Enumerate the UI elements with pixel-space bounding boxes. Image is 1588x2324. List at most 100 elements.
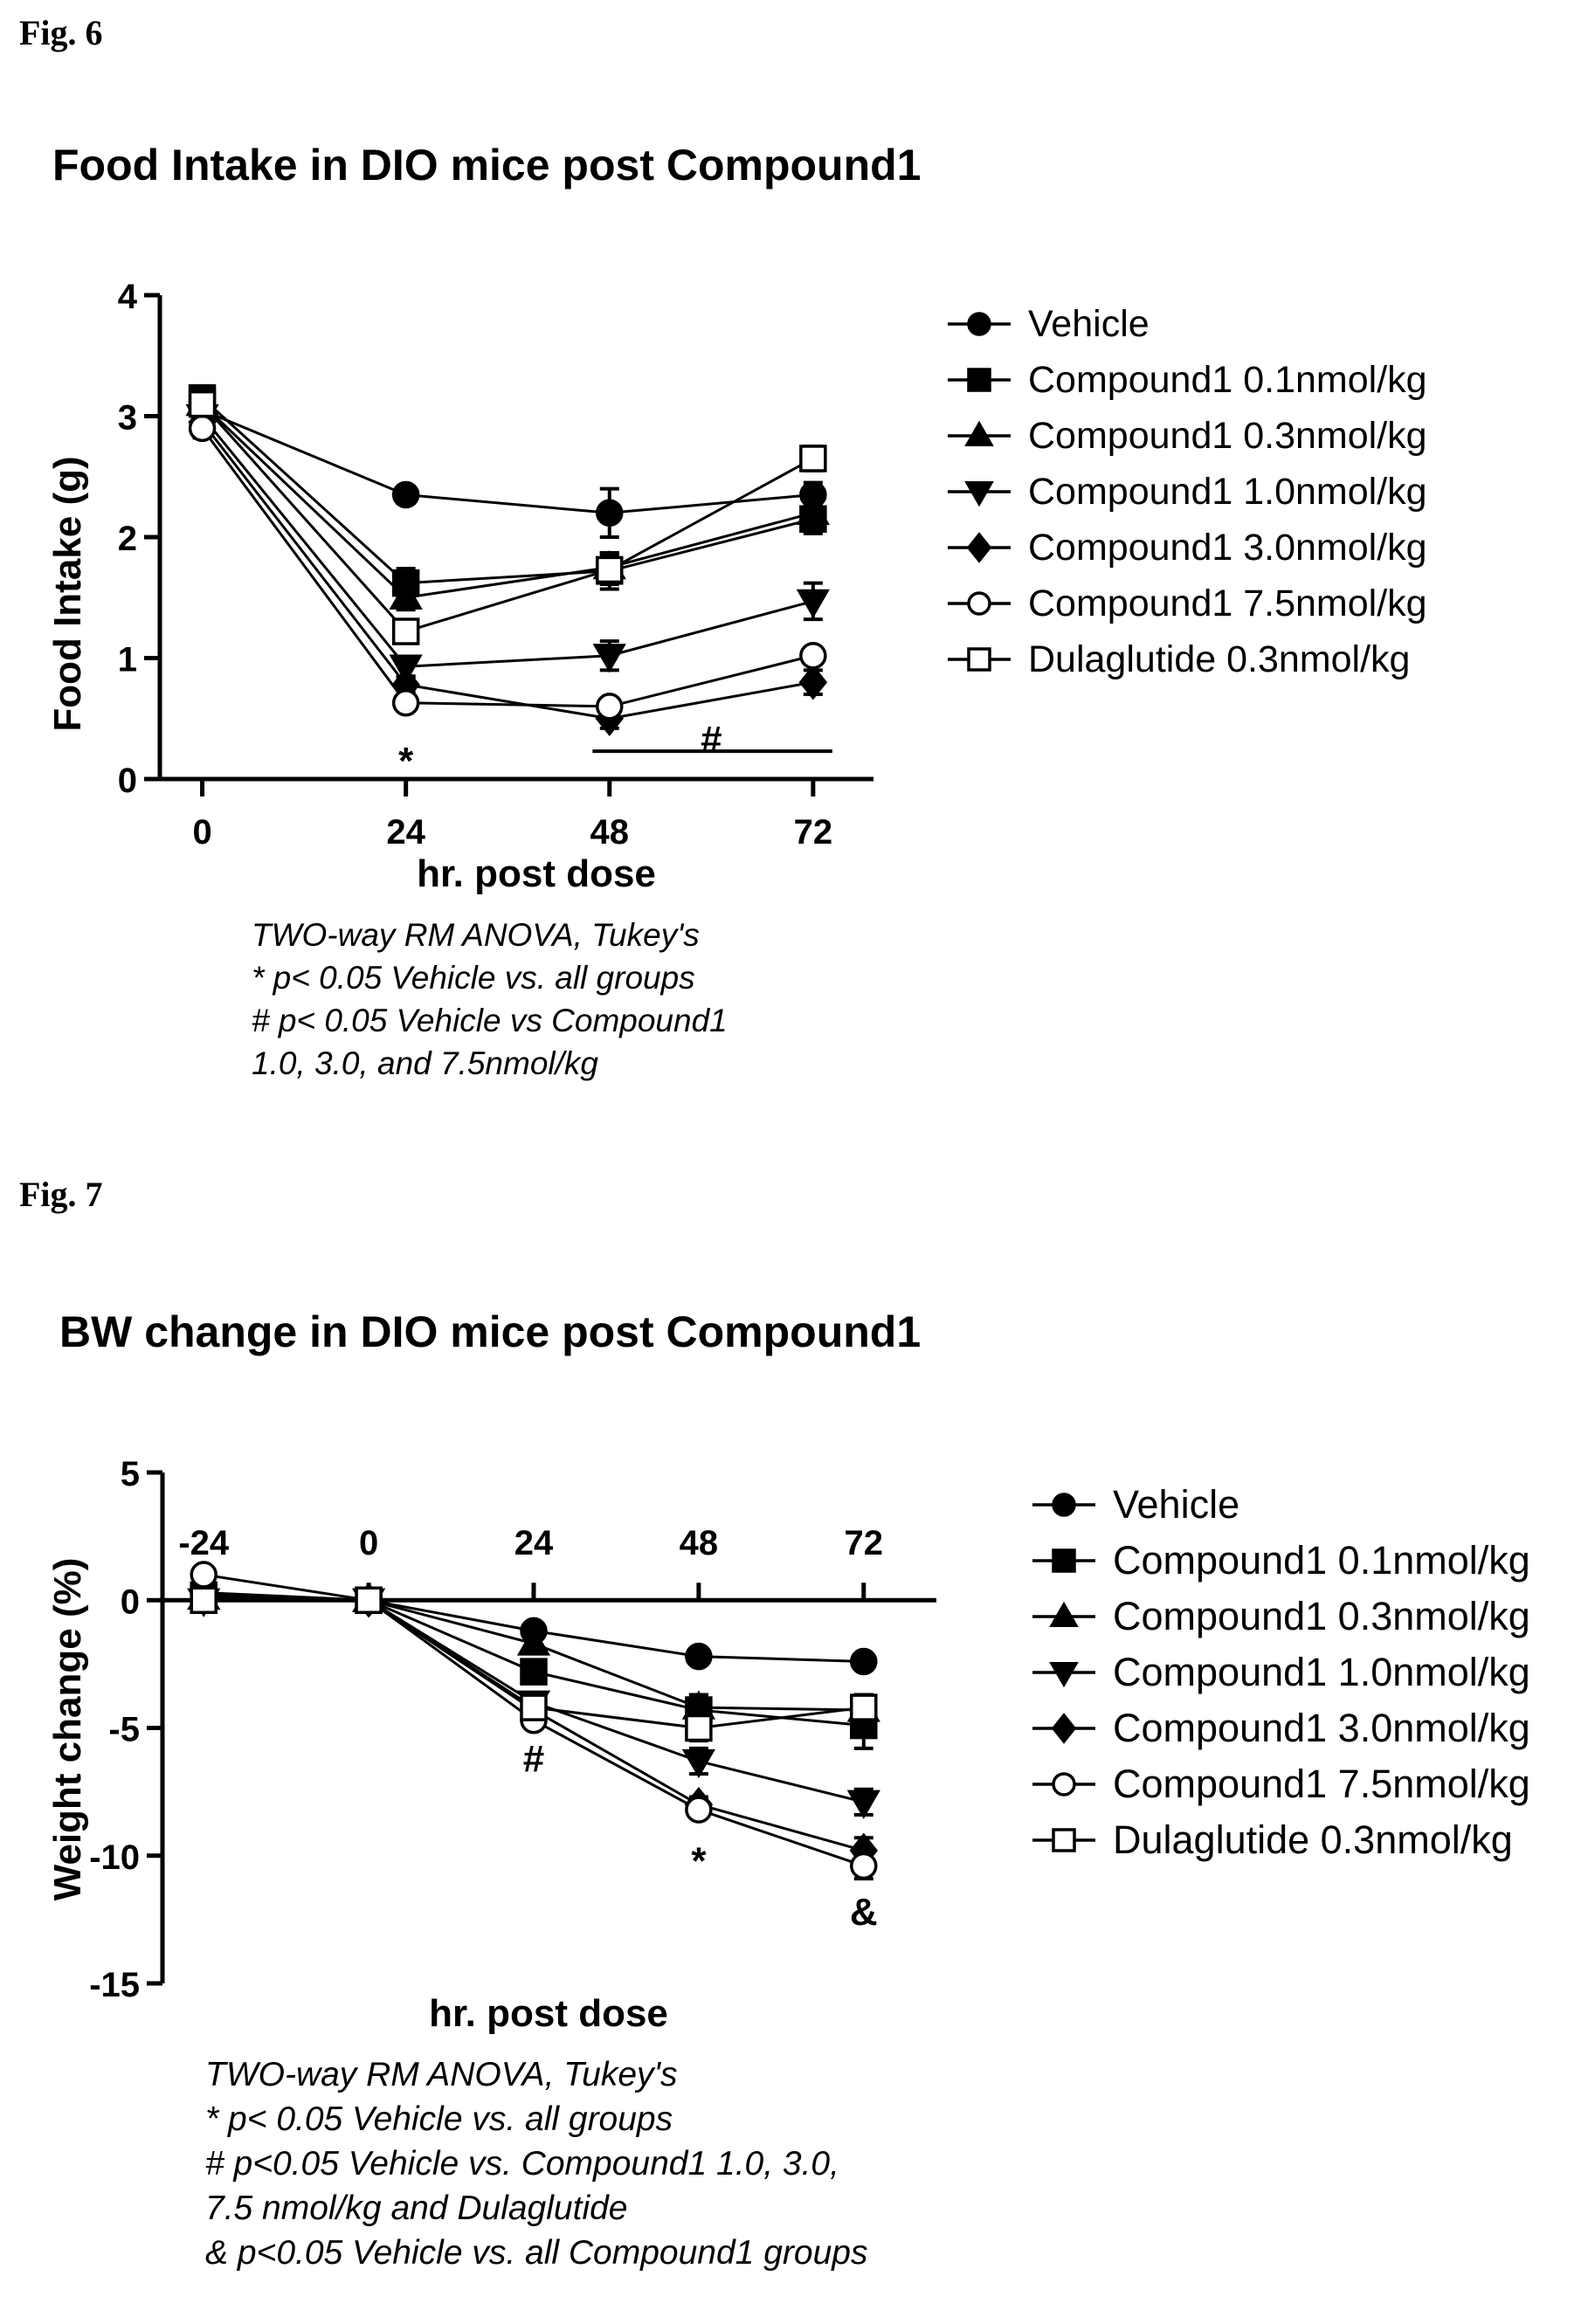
legend-item: Compound1 1.0nmol/kg (946, 464, 1427, 520)
note-line: * p< 0.05 Vehicle vs. all groups (205, 2100, 673, 2138)
legend-item: Vehicle (1031, 1477, 1530, 1533)
note-line: 1.0, 3.0, and 7.5nmol/kg (252, 1045, 598, 1081)
data-point (188, 414, 217, 443)
x-tick-label: -24 (178, 1524, 230, 1562)
legend-marker-icon (948, 312, 1011, 336)
x-tick-label: 72 (794, 813, 833, 852)
legend-label: Vehicle (1028, 302, 1150, 345)
y-tick-label: 4 (118, 278, 138, 316)
legend-item: Compound1 1.0nmol/kg (1031, 1645, 1530, 1700)
y-tick-label: 5 (121, 1455, 140, 1493)
series-compound1-3-0nmol-kg (188, 404, 828, 737)
series-line (201, 403, 814, 599)
legend-marker-icon (1032, 1601, 1095, 1627)
data-point (516, 1626, 551, 1656)
x-axis: 0 24 48 72 (160, 776, 873, 852)
legend-marker-icon (1032, 1493, 1095, 1517)
legend-item: Compound1 7.5nmol/kg (1031, 1756, 1530, 1812)
legend-label: Compound1 3.0nmol/kg (1028, 526, 1427, 569)
legend-marker-icon (948, 481, 1011, 507)
significance-annotation: & (850, 1891, 878, 1934)
y-tick-label: 0 (118, 762, 137, 800)
series-line (201, 397, 814, 585)
chart-title: BW change in DIO mice post Compound1 (59, 1307, 922, 1356)
legend-item: Vehicle (946, 296, 1427, 352)
legend-label: Compound1 1.0nmol/kg (1028, 470, 1427, 513)
legend-label: Compound1 3.0nmol/kg (1113, 1706, 1530, 1750)
y-axis-title: Food Intake (g) (46, 456, 89, 731)
legend-marker-icon (1032, 1828, 1095, 1852)
legend-label: Compound1 0.1nmol/kg (1113, 1538, 1530, 1583)
note-line: TWO-way RM ANOVA, Tukey's (252, 917, 700, 953)
data-point (685, 1796, 713, 1824)
figure-label: Fig. 6 (19, 13, 103, 52)
legend-label: Compound1 0.1nmol/kg (1028, 358, 1427, 401)
note-line: # p< 0.05 Vehicle vs Compound1 (252, 1003, 728, 1038)
data-point (596, 693, 624, 721)
series-compound1-0-1nmol-kg (188, 383, 827, 600)
data-point (355, 1586, 383, 1614)
data-point (391, 688, 420, 717)
legend-item: Dulaglutide 0.3nmol/kg (946, 631, 1427, 687)
legend-item: Compound1 3.0nmol/kg (1031, 1700, 1530, 1756)
bw-change-chart: -15 -10 -5 0 5 -24 0 24 48 72 hr. post dose Weight … (46, 1455, 936, 2035)
legend-marker-icon (1032, 1772, 1095, 1796)
x-tick-label: 48 (590, 813, 630, 852)
series-dulaglutide-0-3nmol-kg (188, 390, 827, 645)
x-tick-label: 0 (359, 1524, 378, 1562)
y-tick-label: 0 (121, 1583, 140, 1621)
data-point (596, 555, 624, 584)
food-intake-chart: 0 1 2 3 4 0 24 48 72 hr. post dose Food Intake (g)… (46, 278, 873, 895)
y-tick-label: -10 (89, 1838, 140, 1877)
annotation-mark: * (398, 740, 414, 783)
legend-label: Dulaglutide 0.3nmol/kg (1028, 638, 1411, 680)
chart-legend: Vehicle Compound1 0.1nmol/kg Compound1 0.3… (1031, 1477, 1530, 1868)
note-line: TWO-way RM ANOVA, Tukey's (205, 2056, 678, 2093)
legend-label: Vehicle (1113, 1482, 1240, 1527)
significance-annotation: # (592, 718, 832, 761)
data-point (796, 495, 830, 525)
x-tick-label: 24 (386, 813, 425, 852)
y-axis-title: Weight change (%) (46, 1558, 89, 1901)
data-point (685, 1642, 713, 1671)
data-point (850, 1852, 878, 1880)
x-axis-title: hr. post dose (417, 852, 656, 895)
significance-annotation: # (523, 1738, 544, 1781)
y-tick-label: 2 (118, 520, 137, 558)
data-point (681, 1748, 716, 1779)
data-point (391, 480, 420, 509)
series-line (201, 427, 814, 708)
data-point (520, 1658, 548, 1686)
chart-title: Food Intake in DIO mice post Compound1 (52, 141, 922, 190)
legend-item: Compound1 0.1nmol/kg (946, 352, 1427, 408)
legend-marker-icon (948, 532, 1011, 563)
y-tick-label: -15 (89, 1966, 140, 2004)
legend-item: Compound1 0.3nmol/kg (946, 408, 1427, 464)
data-point (850, 1647, 878, 1676)
data-point (796, 589, 830, 619)
data-point (799, 445, 827, 472)
legend-marker-icon (1032, 1548, 1095, 1573)
statistics-notes: TWO-way RM ANOVA, Tukey's * p< 0.05 Vehi… (205, 2052, 867, 2275)
data-point (190, 1586, 217, 1614)
y-tick-label: -5 (108, 1711, 140, 1749)
legend-item: Dulaglutide 0.3nmol/kg (1031, 1812, 1530, 1868)
legend-marker-icon (1032, 1662, 1095, 1688)
legend-marker-icon (1032, 1713, 1095, 1744)
data-point (592, 644, 626, 673)
note-line: & p<0.05 Vehicle vs. all Compound1 group… (205, 2234, 868, 2272)
legend-label: Compound1 0.3nmol/kg (1028, 414, 1427, 457)
series-dulaglutide-0-3nmol-kg (190, 1586, 878, 1743)
data-point (188, 390, 217, 418)
x-tick-label: 48 (680, 1524, 719, 1562)
legend-item: Compound1 0.3nmol/kg (1031, 1589, 1530, 1645)
statistics-notes: TWO-way RM ANOVA, Tukey's * p< 0.05 Vehi… (252, 914, 728, 1085)
annotation-mark: # (701, 718, 722, 761)
legend-label: Compound1 7.5nmol/kg (1028, 582, 1427, 624)
y-axis: -15 -10 -5 0 5 (89, 1455, 165, 2004)
figure-label: Fig. 7 (19, 1175, 103, 1214)
chart-legend: Vehicle Compound1 0.1nmol/kg Compound1 0.3… (946, 296, 1427, 687)
significance-annotation: * (398, 740, 414, 783)
legend-marker-icon (948, 647, 1011, 672)
data-point (190, 1561, 217, 1589)
